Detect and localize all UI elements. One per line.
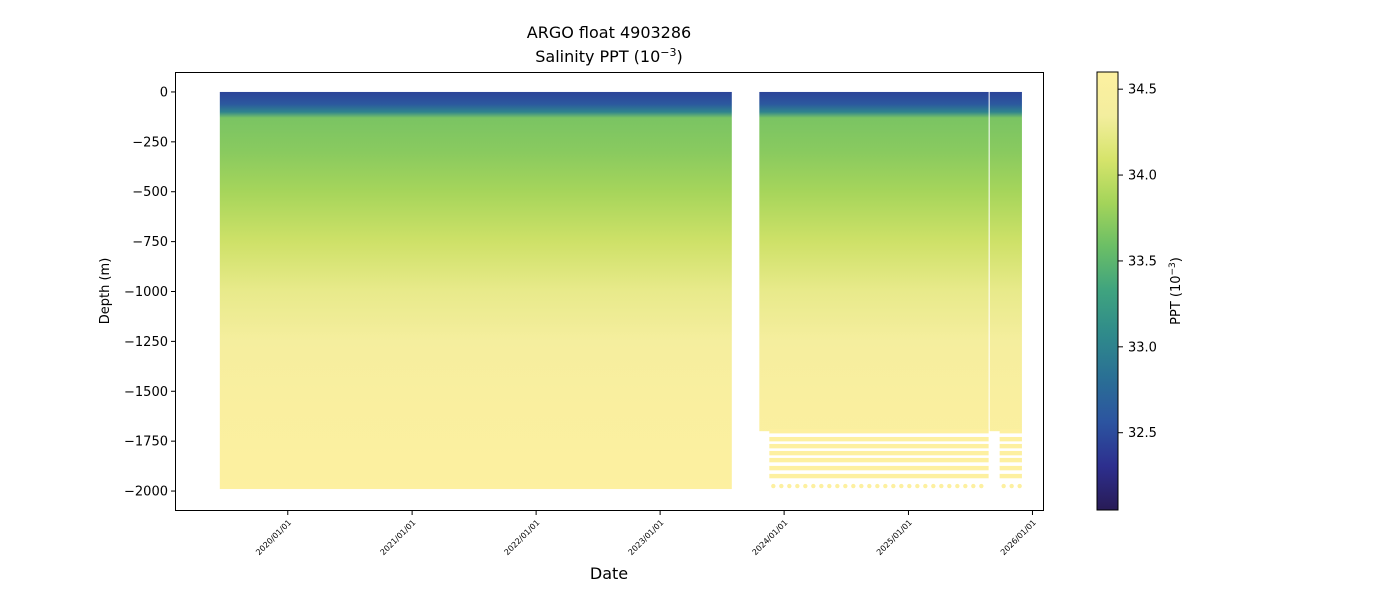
title-line2-text: Salinity PPT (10 [535, 47, 660, 66]
colorbar-tick-label: 33.0 [1128, 340, 1157, 355]
sparse-sample-point [1009, 483, 1014, 489]
sparse-sample-point [907, 483, 912, 489]
title-line2-end: ) [677, 47, 683, 66]
colorbar-bar [1096, 71, 1119, 511]
data-segment [219, 91, 732, 490]
sparse-sample-point [835, 483, 840, 489]
y-tick-label: −1500 [124, 385, 168, 400]
colorbar-tick-label: 34.5 [1128, 83, 1157, 98]
colorbar-tick-label: 34.0 [1128, 169, 1157, 184]
x-tick-label: 2023/01/01 [627, 518, 666, 557]
sparse-sample-point [819, 483, 824, 489]
sparse-sample-point [779, 483, 784, 489]
colorbar-label: PPT (10−3) [1168, 257, 1184, 325]
sparse-sample-point [811, 483, 816, 489]
x-tick-label: 2022/01/01 [503, 518, 542, 557]
sparse-sample-point [971, 483, 976, 489]
sparse-sample-point [939, 483, 944, 489]
deep-sample-band [769, 457, 989, 463]
sparse-sample-point [891, 483, 896, 489]
data-segment [989, 91, 1022, 432]
x-tick-label: 2021/01/01 [379, 518, 418, 557]
chart-title-line2: Salinity PPT (10−3) [535, 46, 683, 66]
sparse-sample-point [915, 483, 920, 489]
y-tick-label: −250 [132, 135, 168, 150]
sparse-sample-point [899, 483, 904, 489]
deep-sample-band [999, 457, 1022, 463]
y-tick-label: −1250 [124, 335, 168, 350]
deep-sample-band [999, 465, 1022, 471]
y-tick-label: −1750 [124, 435, 168, 450]
sparse-sample-point [931, 483, 936, 489]
colorbar-tick-label: 33.5 [1128, 254, 1157, 269]
sparse-sample-point [1001, 483, 1006, 489]
y-tick-label: −1000 [124, 285, 168, 300]
deep-sample-band [999, 436, 1022, 442]
sparse-sample-point [803, 483, 808, 489]
deep-sample-band [999, 473, 1022, 479]
title-line2-sup: −3 [660, 46, 676, 59]
sparse-sample-point [875, 483, 880, 489]
x-tick-label: 2025/01/01 [875, 518, 914, 557]
plot-area [219, 91, 1022, 490]
data-segment [759, 91, 989, 432]
x-tick-label: 2026/01/01 [999, 518, 1038, 557]
sparse-sample-point [867, 483, 872, 489]
deep-sample-band [769, 436, 989, 442]
sparse-sample-point [843, 483, 848, 489]
sparse-sample-point [963, 483, 968, 489]
x-tick-label: 2020/01/01 [254, 518, 293, 557]
deep-sample-band [769, 450, 989, 456]
x-tick-label: 2024/01/01 [751, 518, 790, 557]
sparse-sample-point [851, 483, 856, 489]
sparse-sample-point [923, 483, 928, 489]
y-axis: 0 −250 −500 −750 −1000 −1250 −1500 −1750 −2000 [124, 85, 176, 500]
deep-sample-band [769, 473, 989, 479]
sparse-sample-point [1017, 483, 1022, 489]
sparse-sample-point [787, 483, 792, 489]
colorbar: 32.5 33.0 33.5 34.0 34.5 [1096, 71, 1157, 511]
sparse-sample-point [859, 483, 864, 489]
colorbar-tick-label: 32.5 [1128, 426, 1157, 441]
sparse-sample-point [955, 483, 960, 489]
colorbar-label-text: PPT (10 [1169, 275, 1184, 324]
y-tick-label: −2000 [124, 485, 168, 500]
x-axis-label: Date [590, 564, 628, 583]
sparse-sample-point [827, 483, 832, 489]
deep-sample-band [999, 443, 1022, 449]
y-tick-label: −750 [132, 235, 168, 250]
y-tick-label: −500 [132, 185, 168, 200]
sparse-sample-point [947, 483, 952, 489]
colorbar-label-end: ) [1169, 257, 1184, 262]
colorbar-label-sup: −3 [1168, 262, 1178, 275]
deep-sample-band [999, 428, 1022, 434]
y-tick-label: 0 [160, 85, 168, 100]
sparse-sample-point [883, 483, 888, 489]
deep-sample-band [769, 465, 989, 471]
sparse-sample-point [795, 483, 800, 489]
x-axis: 2020/01/01 2021/01/01 2022/01/01 2023/01/01… [254, 510, 1038, 557]
sparse-sample-point [771, 483, 776, 489]
deep-sample-band [769, 443, 989, 449]
deep-sample-band [769, 428, 989, 434]
chart-title-line1: ARGO float 4903286 [527, 23, 691, 42]
sparse-sample-point [979, 483, 984, 489]
y-axis-label: Depth (m) [98, 258, 113, 325]
deep-sample-band [999, 450, 1022, 456]
